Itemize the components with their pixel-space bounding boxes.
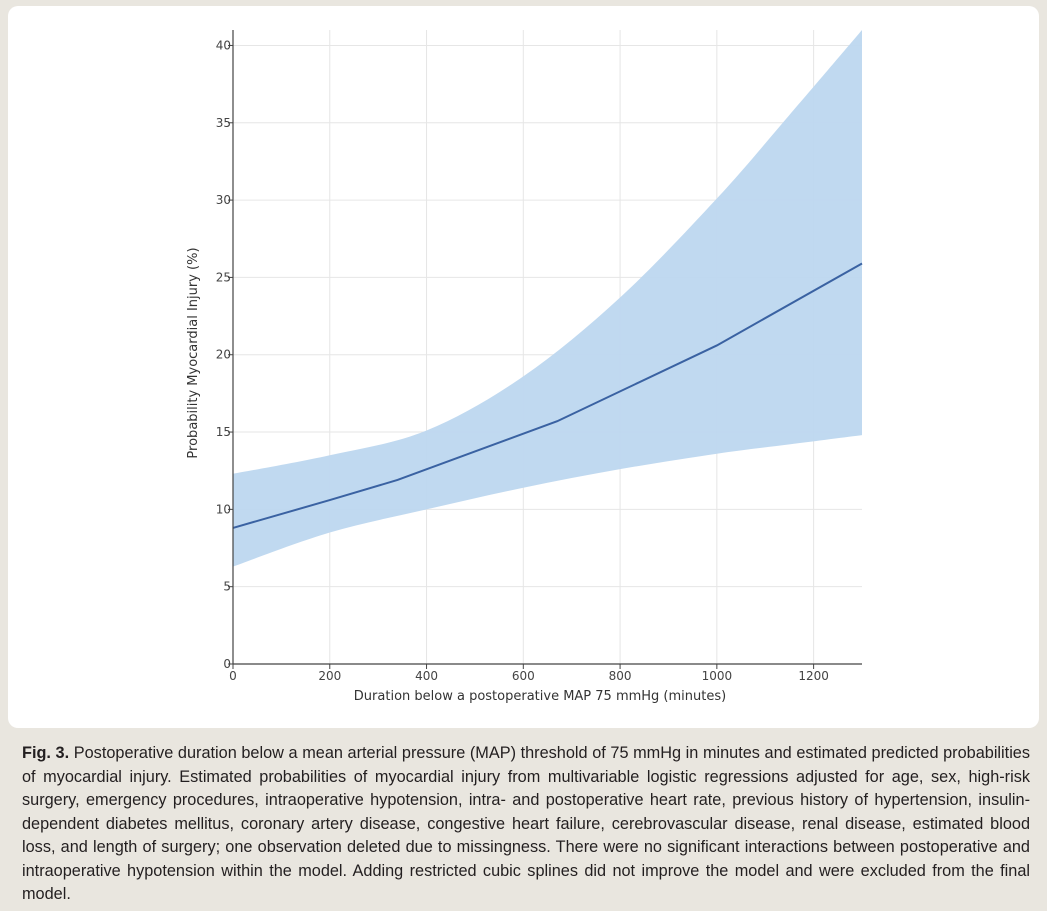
figure-caption: Fig. 3. Postoperative duration below a m… bbox=[22, 742, 1030, 907]
y-axis-label: Probability Myocardial Injury (%) bbox=[186, 247, 201, 458]
x-tick-label: 200 bbox=[318, 669, 341, 683]
x-tick-label: 1000 bbox=[702, 669, 733, 683]
series-line bbox=[232, 262, 863, 529]
caption-text: Postoperative duration below a mean arte… bbox=[22, 744, 1031, 903]
y-tick-label: 5 bbox=[223, 580, 231, 594]
confidence-band bbox=[233, 30, 862, 567]
chart: 0 200 400 600 800 1000 1200 0 5 10 15 20 25 30 35 40 D… bbox=[186, 30, 863, 704]
y-tick-label: 30 bbox=[216, 193, 231, 207]
y-tick-label: 35 bbox=[216, 116, 231, 130]
x-tick-label: 600 bbox=[512, 669, 535, 683]
x-axis-label: Duration below a postoperative MAP 75 mm… bbox=[354, 689, 726, 704]
y-tick-label: 15 bbox=[216, 425, 231, 439]
axes bbox=[232, 30, 862, 665]
y-tick-label: 0 bbox=[223, 657, 231, 671]
caption-label: Fig. 3. bbox=[22, 744, 70, 762]
y-tick-label: 25 bbox=[216, 270, 231, 284]
x-tick-label: 800 bbox=[609, 669, 632, 683]
y-axis-ticks: 0 5 10 15 20 25 30 35 40 bbox=[216, 38, 233, 671]
x-tick-label: 1200 bbox=[798, 669, 829, 683]
y-tick-label: 40 bbox=[216, 38, 231, 52]
x-axis-ticks: 0 200 400 600 800 1000 1200 bbox=[229, 664, 829, 683]
y-tick-label: 10 bbox=[216, 502, 231, 516]
x-tick-label: 400 bbox=[415, 669, 438, 683]
y-tick-label: 20 bbox=[216, 348, 231, 362]
x-tick-label: 0 bbox=[229, 669, 237, 683]
chart-panel: 0 200 400 600 800 1000 1200 0 5 10 15 20 25 30 35 40 D… bbox=[8, 6, 1039, 728]
